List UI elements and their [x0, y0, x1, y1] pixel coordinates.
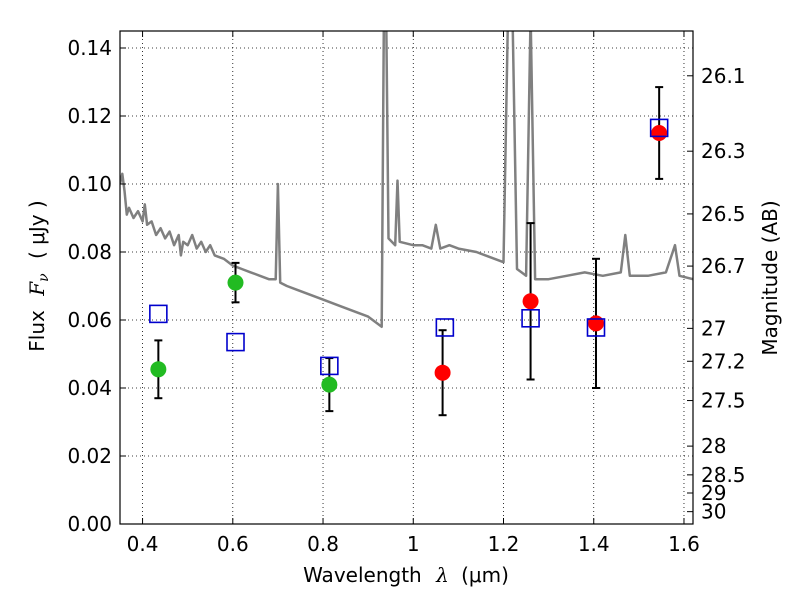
data-point [321, 376, 338, 393]
data-point [150, 361, 167, 378]
y2-tick-label: 26.3 [701, 139, 746, 163]
errorbars [154, 86, 664, 417]
x-axis-label-symbol: λ [435, 563, 449, 587]
data-point [651, 125, 668, 141]
plot-frame [119, 30, 694, 525]
model-point [320, 356, 339, 376]
x-tick-label: 0.6 [217, 532, 249, 556]
y2-tick-label: 27.2 [701, 349, 746, 373]
y-tick-label: 0.14 [67, 36, 112, 60]
x-axis-label-unit: (μm) [461, 563, 509, 587]
y2-tick-label: 28.5 [701, 463, 746, 487]
y2-tick-label: 28 [701, 434, 726, 458]
y2-tick-label: 26.1 [701, 64, 746, 88]
y2-tick-label: 30 [701, 500, 726, 524]
y2-tick-label: 27 [701, 316, 726, 340]
y-tick-label: 0.12 [67, 104, 112, 128]
model-point [149, 304, 168, 324]
y-tick-label: 0.02 [67, 444, 112, 468]
y-axis-label: Flux Fν ( μJy ) [25, 200, 53, 351]
spectrum-layer [120, 31, 693, 329]
x-tick-labels: 0.4 0.6 0.8 1 1.2 1.4 1.6 [127, 532, 700, 556]
y-tick-label: 0.00 [67, 512, 112, 536]
x-tick-label: 1.4 [578, 532, 610, 556]
y2-tick-label: 26.7 [701, 254, 746, 278]
x-tick-label: 0.4 [127, 532, 159, 556]
y-axis-label-sub: ν [36, 273, 52, 282]
data-point [522, 293, 539, 310]
data-point [587, 315, 604, 332]
y-tick-label: 0.06 [67, 308, 112, 332]
y-tick-label: 0.04 [67, 376, 112, 400]
data-point [227, 274, 244, 291]
x-axis-label: Wavelength λ (μm) [303, 563, 509, 587]
y-axis-label-text: Flux [25, 310, 49, 352]
x-tick-label: 1 [407, 532, 420, 556]
model-point [586, 318, 606, 337]
y2-tick-label: 29 [701, 481, 726, 505]
x-tick-label: 1.2 [488, 532, 520, 556]
y-tick-label: 0.08 [67, 240, 112, 264]
y2-tick-label: 26.5 [701, 202, 746, 226]
y-axis-label-symbol: F [25, 281, 49, 297]
model-point [521, 308, 540, 328]
y2-axis-label: Magnitude (AB) [758, 200, 782, 355]
y-tick-labels: 0.00 0.02 0.04 0.06 0.08 0.10 0.12 0.14 [67, 36, 112, 536]
data-point [434, 364, 451, 381]
markers [149, 118, 669, 393]
model-point [435, 318, 455, 337]
model-point [226, 332, 245, 352]
y-tick-label: 0.10 [67, 172, 112, 196]
y2-tick-label: 27.5 [701, 389, 746, 413]
x-tick-label: 1.6 [668, 532, 700, 556]
model-point [649, 118, 669, 138]
grid [120, 31, 693, 525]
ticks [120, 31, 693, 525]
y-axis-label-unit: ( μJy ) [25, 200, 49, 259]
x-tick-label: 0.8 [307, 532, 339, 556]
spectrum-line [120, 31, 693, 329]
x-axis-label-text: Wavelength [303, 563, 422, 587]
